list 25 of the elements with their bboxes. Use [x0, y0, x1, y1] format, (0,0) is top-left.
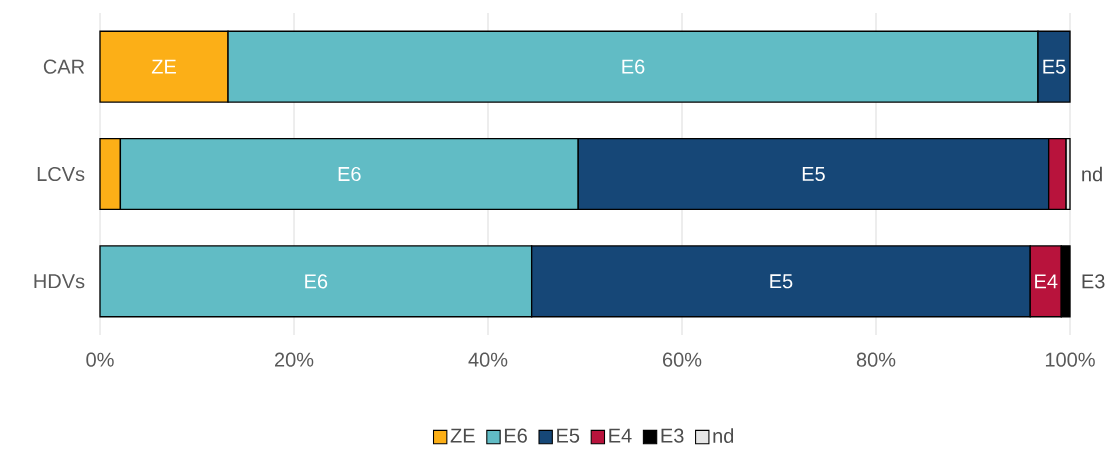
data-label: E5	[1043, 59, 1066, 74]
legend-label: E5	[557, 428, 580, 443]
y-tick-label: CAR	[43, 59, 85, 74]
data-label: E3	[1082, 274, 1105, 289]
legend-label: E6	[504, 428, 527, 443]
data-label: ZE	[151, 59, 176, 74]
x-tick-label: 20%	[275, 352, 314, 367]
legend-label: ZE	[450, 428, 475, 443]
data-label: E5	[770, 274, 793, 289]
data-label: E5	[802, 166, 825, 181]
data-label: nd	[1082, 166, 1102, 182]
data-label: E6	[338, 166, 361, 182]
data-label: E6	[622, 59, 645, 74]
x-tick-label: 100%	[1045, 352, 1095, 367]
legend-label: E3	[661, 428, 684, 443]
data-label: E4	[1035, 274, 1058, 289]
data-label: E6	[305, 274, 328, 289]
y-tick-label: HDVs	[34, 274, 85, 289]
x-tick-label: 60%	[663, 352, 702, 367]
legend-label: nd	[713, 428, 734, 443]
legend-label: E4	[609, 428, 632, 443]
y-tick-label: LCVs	[37, 166, 85, 182]
x-tick-label: 40%	[468, 352, 508, 367]
x-tick-label: 80%	[856, 352, 896, 367]
x-tick-label: 0%	[86, 352, 114, 367]
